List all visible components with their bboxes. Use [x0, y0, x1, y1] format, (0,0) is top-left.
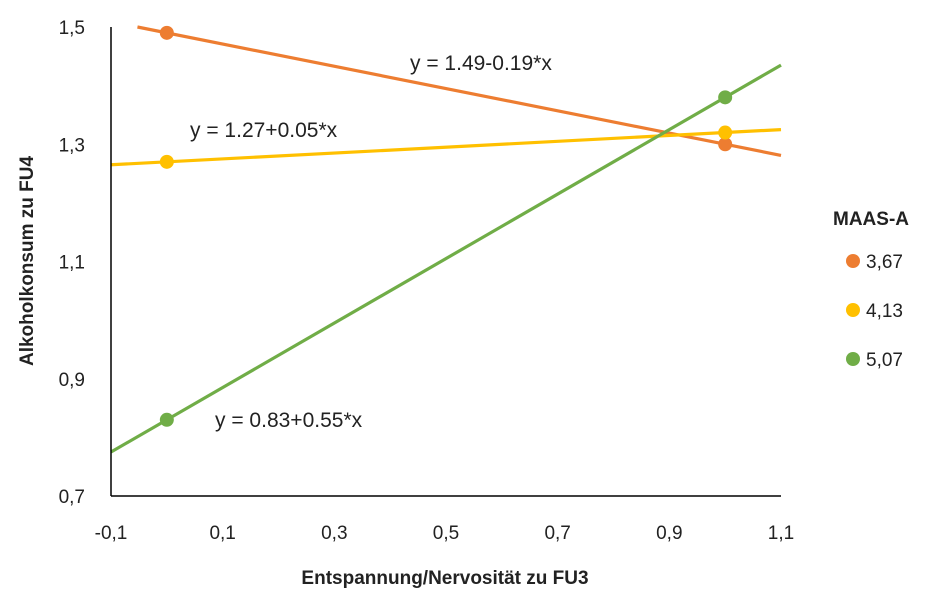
data-point — [159, 25, 174, 40]
equation-label: y = 1.27+0.05*x — [190, 119, 338, 142]
y-tick-labels: 0,7 0,9 1,1 1,3 1,5 — [59, 18, 85, 508]
data-point — [159, 154, 174, 169]
trend-line-3 — [110, 63, 782, 454]
data-point — [718, 90, 733, 105]
x-tick-label: 0,5 — [433, 523, 459, 544]
data-point — [718, 137, 733, 152]
equation-label: y = 1.49-0.19*x — [410, 52, 552, 75]
x-tick-label: 0,1 — [209, 523, 235, 544]
legend-marker — [846, 352, 860, 366]
equation-labels: y = 1.49-0.19*x y = 1.27+0.05*x y = 0.83+0… — [190, 52, 552, 432]
y-tick-label: 0,9 — [59, 370, 85, 391]
legend-label: 4,13 — [866, 301, 903, 322]
trend-line-2 — [110, 127, 782, 167]
legend-title: MAAS-A — [833, 209, 909, 230]
axes — [110, 27, 781, 497]
x-tick-labels: -0,1 0,1 0,3 0,5 0,7 0,9 1,1 — [95, 523, 795, 544]
trend-lines — [110, 25, 782, 454]
x-tick-label: -0,1 — [95, 523, 128, 544]
legend-marker — [846, 254, 860, 268]
y-tick-label: 1,3 — [59, 135, 85, 156]
legend-label: 5,07 — [866, 350, 903, 371]
x-tick-label: 1,1 — [768, 523, 794, 544]
data-point — [718, 125, 733, 140]
legend: MAAS-A 3,67 4,13 5,07 — [833, 209, 909, 371]
x-tick-label: 0,7 — [544, 523, 570, 544]
x-axis-title: Entspannung/Nervosität zu FU3 — [301, 568, 588, 589]
legend-marker — [846, 303, 860, 317]
x-tick-label: 0,3 — [321, 523, 347, 544]
y-axis-title: Alkoholkonsum zu FU4 — [17, 156, 38, 367]
data-points — [159, 25, 733, 427]
data-point — [159, 412, 174, 427]
y-tick-label: 1,1 — [59, 253, 85, 274]
equation-label: y = 0.83+0.55*x — [215, 409, 363, 432]
y-tick-label: 0,7 — [59, 487, 85, 508]
legend-label: 3,67 — [866, 252, 903, 273]
y-tick-label: 1,5 — [59, 18, 85, 39]
x-tick-label: 0,9 — [656, 523, 682, 544]
